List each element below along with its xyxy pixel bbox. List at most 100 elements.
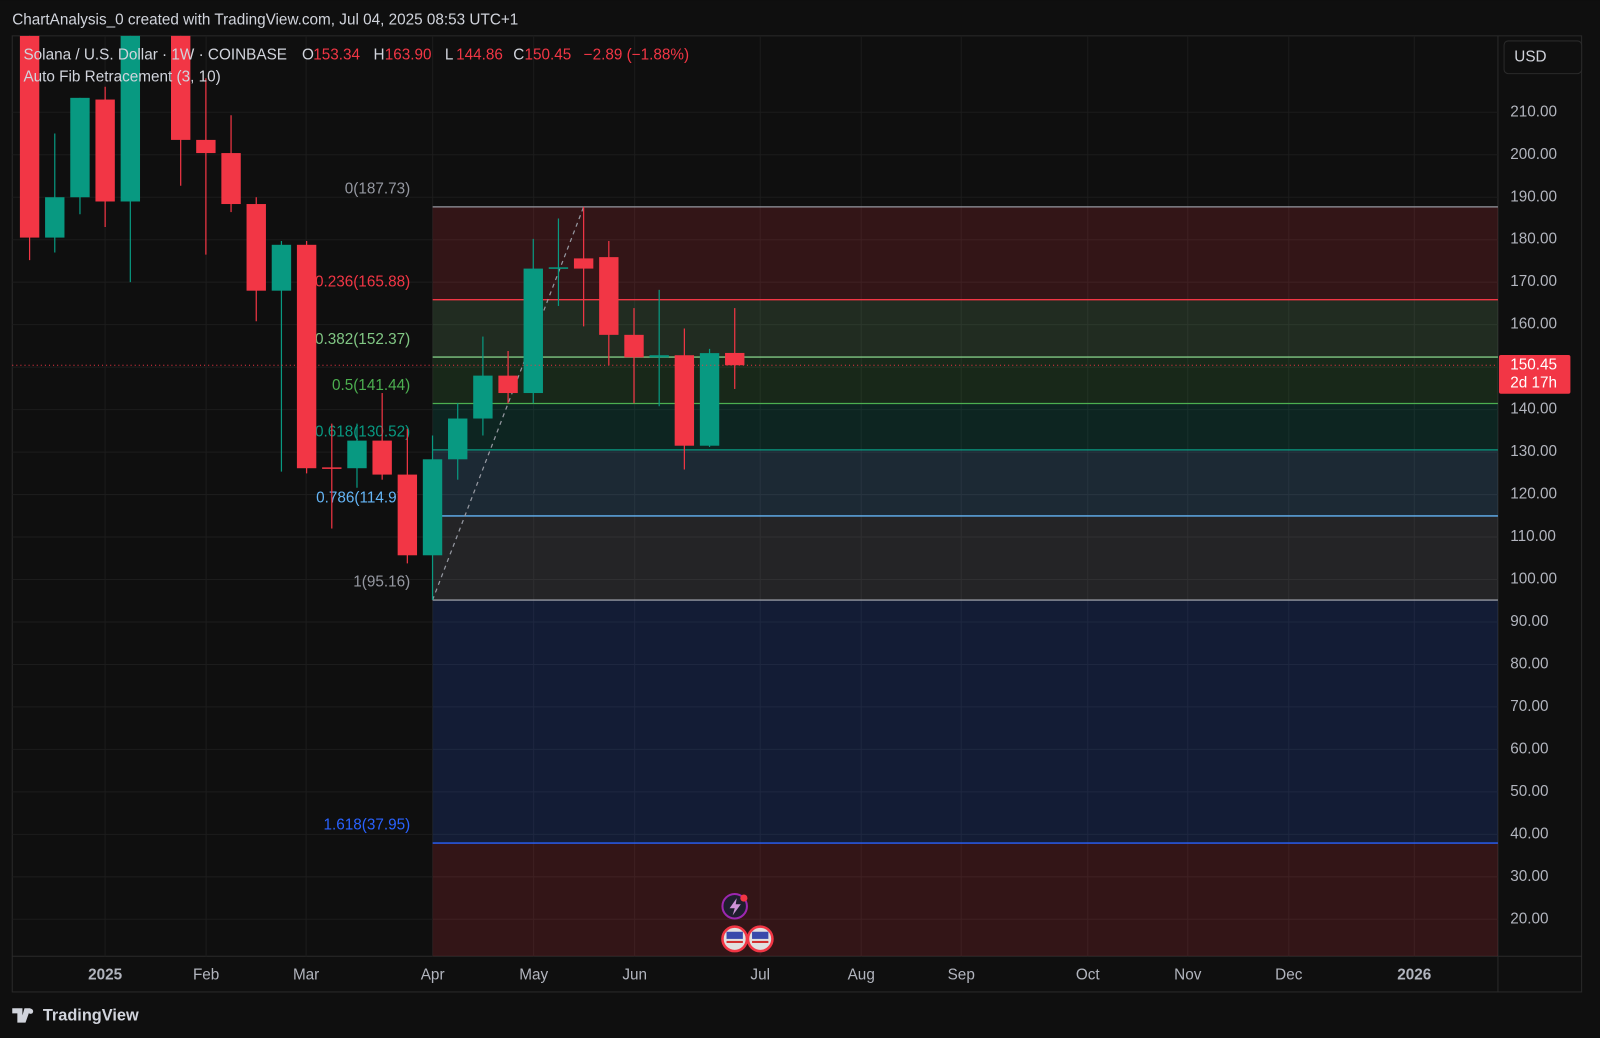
candle-body <box>19 35 40 238</box>
y-tick-label: 20.00 <box>1510 910 1548 927</box>
price-tag <box>1498 355 1571 394</box>
logo-mark <box>12 1008 31 1023</box>
event-bolt <box>729 898 741 916</box>
candle-body <box>422 459 443 556</box>
candle-body <box>573 258 594 269</box>
y-tick-label: 100.00 <box>1510 571 1557 588</box>
x-tick-label: Jul <box>750 967 770 984</box>
candle-body <box>246 204 266 291</box>
fib-label: 0.5(141.44) <box>332 377 410 394</box>
candle-body <box>95 99 115 202</box>
candle-body <box>171 35 191 140</box>
y-tick-label: 110.00 <box>1510 528 1556 545</box>
candle-body <box>699 353 720 446</box>
ohlc-value: 153.34 <box>313 46 360 63</box>
ohlc-change: −2.89 (−1.88%) <box>584 46 689 63</box>
flag <box>752 940 769 943</box>
fib-zone <box>432 843 1498 957</box>
candle-body <box>548 267 569 269</box>
ohlc-value: 144.86 <box>456 46 503 63</box>
fib-zone <box>432 515 1498 601</box>
y-tick-label: 190.00 <box>1510 188 1557 205</box>
price-tag-value: 150.45 <box>1510 356 1557 373</box>
flag <box>726 931 743 939</box>
fib-label: 0.618(130.52) <box>315 424 410 441</box>
logo: TradingView <box>12 1007 139 1025</box>
fib-retracement: 0(187.73) 0.236(165.88) 0.382(152.37) 0.5(1… <box>315 181 1498 957</box>
candle-body <box>296 244 317 469</box>
ohlc-letter: O <box>302 46 314 63</box>
ohlc-letter: L <box>445 46 454 63</box>
logo-text: TradingView <box>43 1007 139 1025</box>
frame <box>11 35 1583 993</box>
price-tag-countdown: 2d 17h <box>1510 375 1557 392</box>
x-tick-label: Oct <box>1076 967 1101 984</box>
y-tick-label: 90.00 <box>1510 613 1548 630</box>
fib-label: 1.618(37.95) <box>323 817 410 834</box>
flag <box>752 931 769 939</box>
x-tick-label: Sep <box>948 967 975 984</box>
logo-dot <box>28 1008 34 1014</box>
x-tick-label: May <box>519 967 548 984</box>
x-tick-label: Nov <box>1174 967 1202 984</box>
indicator-name: Auto Fib Retracement (3, 10) <box>23 69 220 86</box>
header: ChartAnalysis_0 created with TradingView… <box>12 12 518 29</box>
candle-body <box>196 139 216 154</box>
flag <box>726 940 743 943</box>
x-tick-label: 2025 <box>88 967 123 984</box>
candle-body <box>70 97 90 198</box>
candle-body <box>322 467 342 469</box>
x-tick-label: Feb <box>193 967 219 984</box>
candle-body <box>523 268 543 394</box>
symbol-title: Solana / U.S. Dollar · 1W · COINBASE <box>23 46 287 63</box>
grid <box>12 35 1498 957</box>
candle-body <box>448 418 468 460</box>
y-tick-label: 60.00 <box>1510 740 1548 757</box>
y-tick-label: 120.00 <box>1510 486 1557 503</box>
candle-body <box>725 352 745 366</box>
candle-body <box>45 197 65 238</box>
x-tick-label: Aug <box>848 967 875 984</box>
ohlc-letter: H <box>373 46 384 63</box>
y-tick-label: 40.00 <box>1510 825 1548 842</box>
y-tick-label: 180.00 <box>1510 231 1557 248</box>
candle-body <box>473 375 493 419</box>
fib-label: 0.382(152.37) <box>315 331 410 348</box>
ohlc-letter: C <box>513 46 524 63</box>
x-tick-label: Apr <box>421 967 445 984</box>
candle-body <box>674 355 695 446</box>
ohlc-value: 163.90 <box>385 46 432 63</box>
y-tick-label: 80.00 <box>1510 655 1548 672</box>
fib-zone <box>432 449 1498 516</box>
candles <box>19 35 745 601</box>
fib-label: 0.786(114.97) <box>316 490 410 507</box>
candle-body <box>599 257 619 335</box>
y-tick-label: 160.00 <box>1510 316 1557 333</box>
candle-body <box>221 153 241 205</box>
y-tick-label: 210.00 <box>1510 103 1557 120</box>
y-tick-label: 50.00 <box>1510 783 1548 800</box>
currency-button[interactable] <box>1503 40 1583 75</box>
candle-body <box>271 244 292 291</box>
y-tick-label: 30.00 <box>1510 868 1548 885</box>
event-dot <box>740 894 748 902</box>
y-tick-label: 130.00 <box>1510 443 1557 460</box>
candle-body <box>624 334 644 358</box>
fib-label: 1(95.16) <box>353 574 410 591</box>
x-tick-label: Dec <box>1275 967 1303 984</box>
fib-zone <box>432 206 1498 300</box>
x-tick-label: Mar <box>293 967 319 984</box>
candle-body <box>120 35 141 202</box>
fib-zone <box>432 357 1498 404</box>
x-tick-label: 2026 <box>1397 967 1431 984</box>
candle-body <box>649 355 669 358</box>
y-tick-label: 200.00 <box>1510 146 1557 163</box>
fib-zone <box>432 403 1498 450</box>
candle-body <box>498 375 518 394</box>
currency[interactable]: USD <box>1514 48 1546 65</box>
y-tick-label: 170.00 <box>1510 273 1557 290</box>
event-icons <box>721 892 774 953</box>
